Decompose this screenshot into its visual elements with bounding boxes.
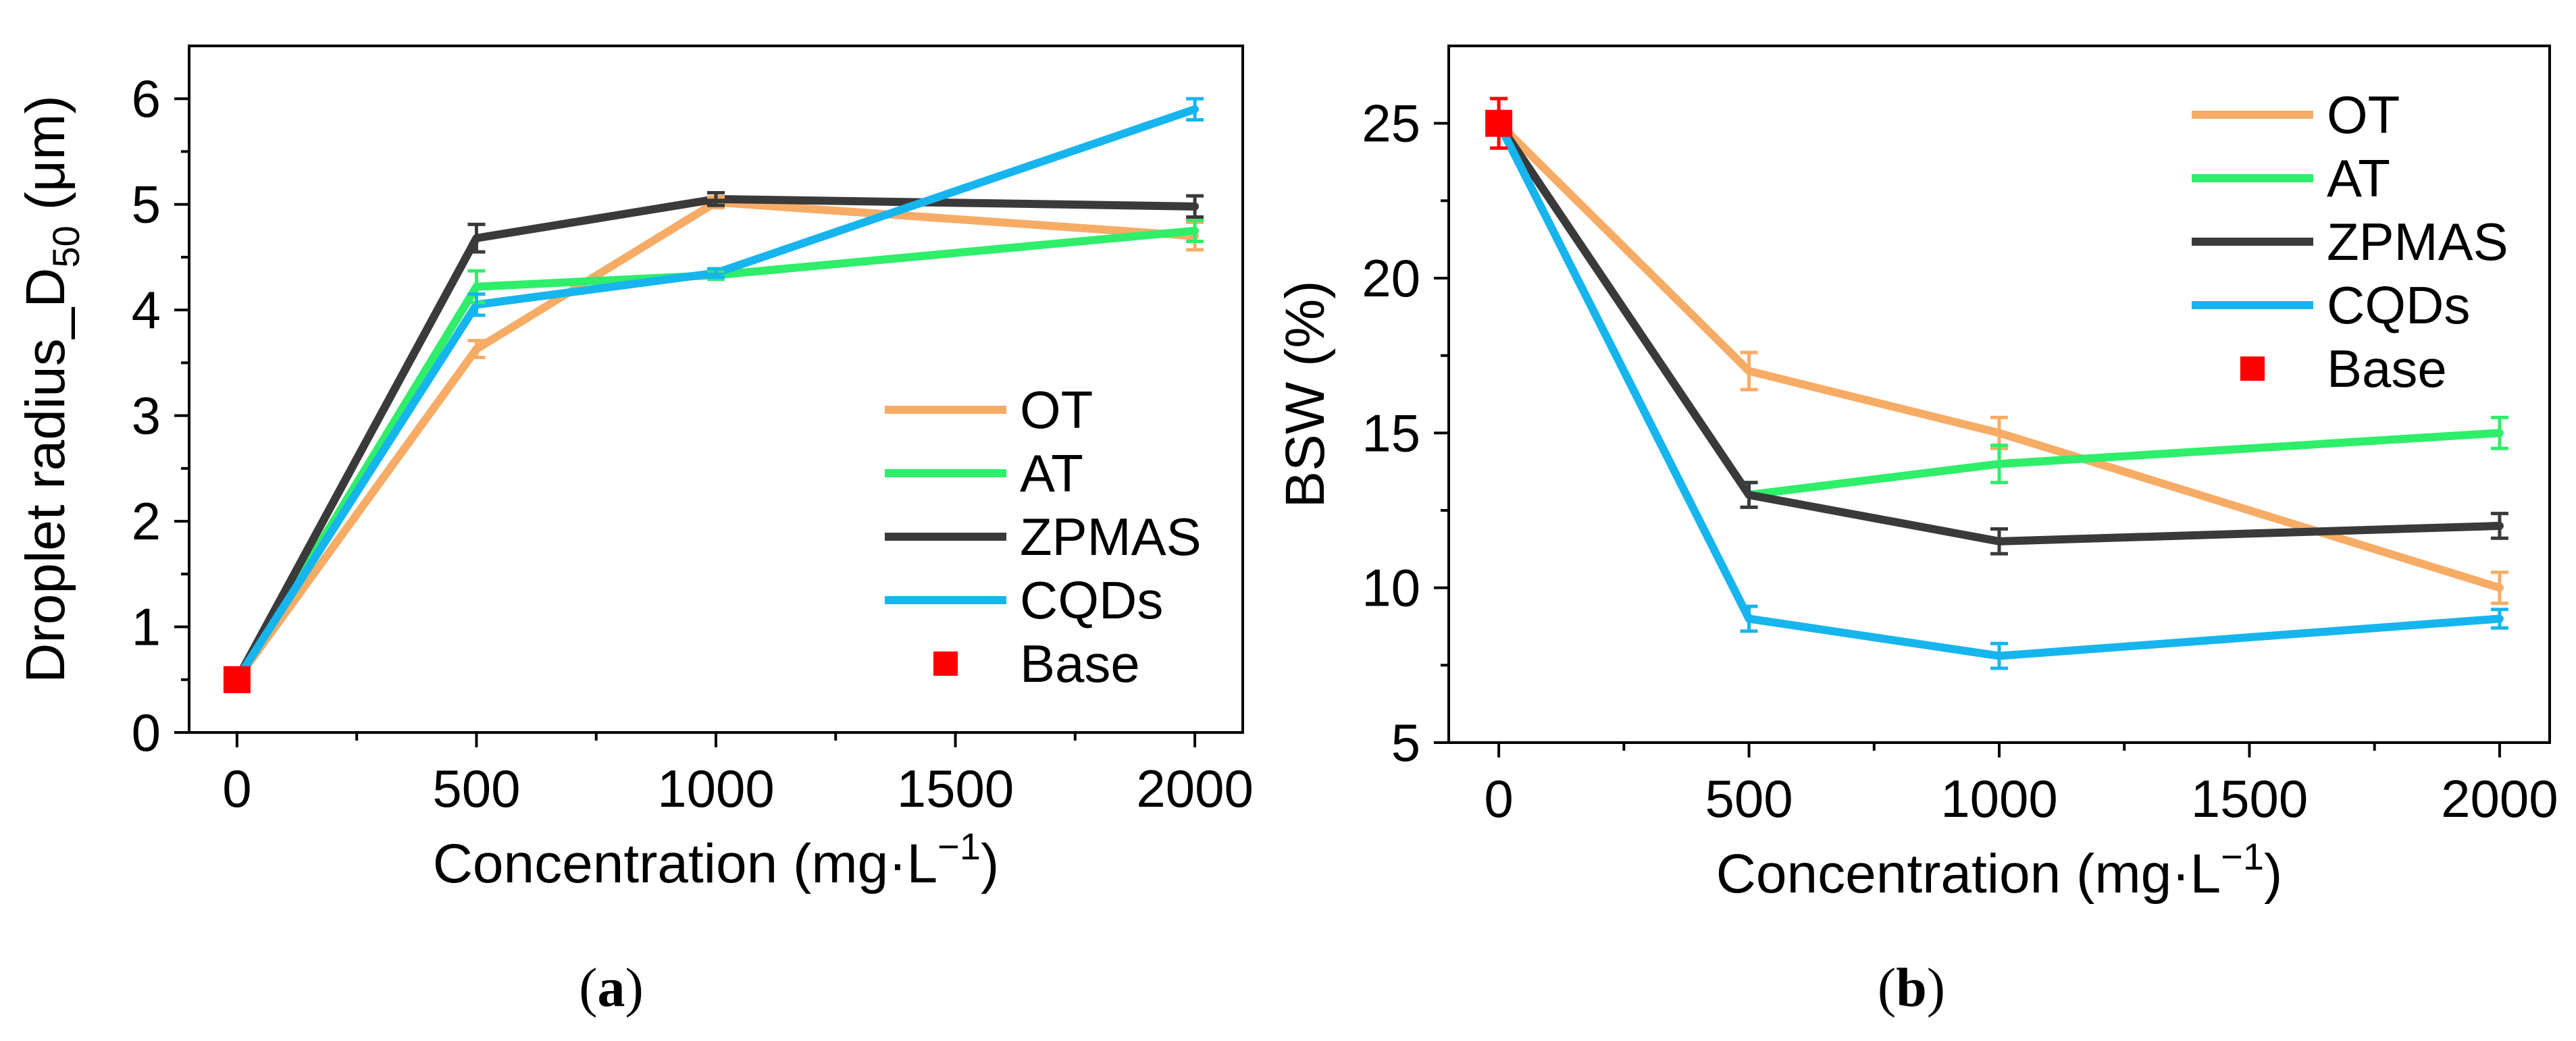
x-tick-label: 500: [1705, 769, 1793, 828]
x-axis-label-close: ): [2264, 843, 2282, 905]
x-tick-label: 1500: [897, 759, 1014, 818]
y-axis-label: Droplet radius_D50 (μm): [15, 95, 87, 683]
chart-panel-a: 0 500 1000 1500 2000 0 1 2 3 4 5 6 Concentration (mg…: [15, 45, 1254, 1018]
x-axis-label: Concentration (mg·L−1): [433, 825, 1000, 895]
chart-panel-b: 0 500 1000 1500 2000 5 10 15 20 25 Concentration (…: [1274, 45, 2558, 1018]
y-axis-label: BSW (%): [1274, 280, 1336, 508]
legend-swatch-base: [933, 651, 958, 676]
x-tick-label: 500: [432, 759, 520, 818]
series-line-zpmas: [232, 194, 1200, 684]
x-axis-label-sup: −1: [2221, 835, 2264, 878]
panel-label-close: ): [625, 957, 644, 1018]
series-line-zpmas: [1495, 119, 2504, 545]
legend-label-at: AT: [2327, 149, 2390, 208]
panel-label-letter: b: [1896, 957, 1927, 1018]
y-tick-label: 2: [132, 491, 161, 551]
x-axis-label: Concentration (mg·L−1): [1716, 835, 2283, 905]
panel-label-open: (: [579, 957, 597, 1018]
y-axis-label-unit: (μm): [15, 95, 76, 225]
series-line-cqds: [1495, 119, 2504, 660]
x-tick-label: 0: [222, 759, 251, 818]
y-tick-label: 15: [1362, 403, 1420, 462]
y-tick-label: 20: [1362, 248, 1420, 308]
x-tick-label: 2000: [1136, 759, 1254, 818]
legend-label-base: Base: [2327, 339, 2447, 398]
y-tick-label: 4: [132, 280, 161, 340]
panel-label-close: ): [1927, 957, 1945, 1018]
series-line-ot: [232, 198, 1200, 684]
legend-swatch-base: [2240, 356, 2265, 381]
y-tick-label: 5: [132, 175, 161, 234]
series-line-cqds: [232, 105, 1200, 684]
x-tick-label: 1000: [1940, 769, 2058, 828]
y-tick-label: 0: [132, 703, 161, 762]
legend-label-cqds: CQDs: [1020, 570, 1163, 630]
legend-label-zpmas: ZPMAS: [2327, 212, 2508, 271]
panel-label: (b): [1878, 957, 1945, 1018]
x-axis-label-close: ): [981, 833, 999, 895]
legend-label-base: Base: [1020, 634, 1140, 693]
legend-label-at: AT: [1020, 444, 1083, 503]
x-tick-label: 0: [1484, 769, 1513, 828]
y-axis-label-main: Droplet radius_D: [15, 267, 76, 683]
legend-label-ot: OT: [1020, 380, 1093, 439]
y-tick-label: 1: [132, 597, 161, 657]
y-axis-label-sub: 50: [45, 225, 87, 267]
legend-label-zpmas: ZPMAS: [1020, 507, 1202, 566]
y-tick-label: 25: [1362, 94, 1420, 153]
x-tick-label: 1000: [657, 759, 775, 818]
y-tick-label: 5: [1391, 713, 1420, 772]
series-line-at: [232, 226, 1200, 684]
legend-label-cqds: CQDs: [2327, 275, 2470, 335]
x-tick-label: 1500: [2191, 769, 2309, 828]
series-line-ot: [1495, 119, 2504, 592]
y-tick-label: 6: [132, 69, 161, 128]
panel-label-open: (: [1878, 957, 1896, 1018]
x-axis-label-sup: −1: [937, 825, 981, 868]
y-tick-label: 10: [1362, 558, 1420, 618]
legend-label-ot: OT: [2327, 85, 2400, 144]
panel-label: (a): [579, 957, 644, 1018]
y-tick-label: 3: [132, 386, 161, 446]
x-tick-label: 2000: [2441, 769, 2558, 828]
y-axis-label-main: BSW (%): [1274, 280, 1336, 508]
x-axis-label-main: Concentration (mg·L: [433, 833, 937, 895]
x-axis-label-main: Concentration (mg·L: [1716, 843, 2221, 905]
panel-label-letter: a: [598, 957, 625, 1018]
